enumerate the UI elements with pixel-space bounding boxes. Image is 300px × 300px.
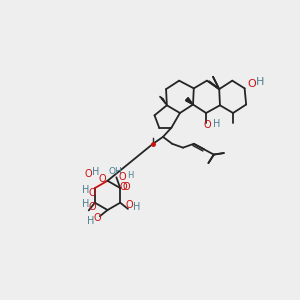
Text: O: O	[118, 172, 126, 182]
Text: O: O	[85, 169, 92, 179]
Polygon shape	[186, 98, 193, 104]
Text: O: O	[94, 213, 101, 223]
Text: O: O	[88, 188, 96, 198]
Text: OH: OH	[109, 167, 122, 176]
Text: H: H	[82, 185, 90, 195]
Text: H: H	[82, 199, 90, 209]
Text: O: O	[88, 202, 96, 212]
Text: O: O	[204, 119, 212, 130]
Text: H: H	[87, 216, 94, 226]
Text: H: H	[213, 119, 220, 129]
Text: H: H	[256, 77, 264, 87]
Text: H: H	[133, 202, 140, 212]
Text: O: O	[120, 182, 127, 192]
Text: O: O	[99, 174, 106, 184]
Text: O: O	[123, 182, 130, 192]
Text: H: H	[128, 171, 134, 180]
Polygon shape	[186, 98, 193, 104]
Text: O: O	[125, 200, 133, 210]
Text: O: O	[247, 79, 256, 89]
Text: H: H	[92, 167, 99, 177]
